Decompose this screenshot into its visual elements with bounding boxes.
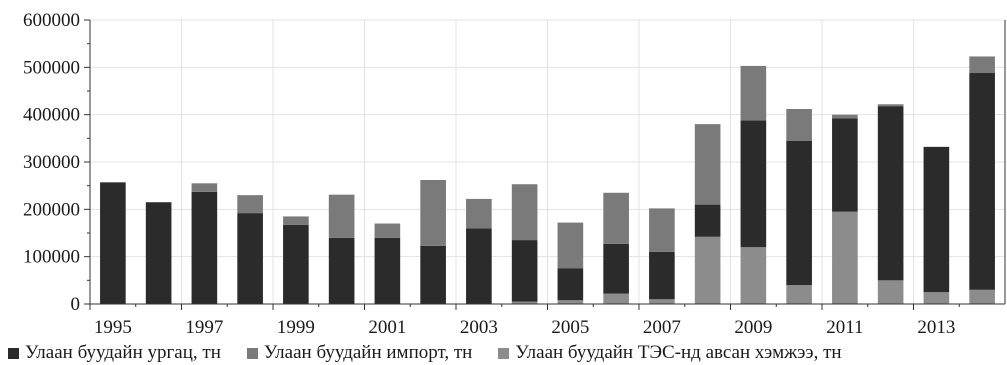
bar-segment-2000-s2: [328, 194, 355, 238]
bar-segment-2005-s0: [557, 300, 584, 304]
bar-segment-2014-s0: [969, 289, 995, 304]
bar-segment-1998-s2: [237, 195, 263, 214]
bar-segment-2004-s1: [511, 240, 538, 302]
bar-segment-2009-s1: [740, 120, 767, 248]
y-tick-label: 0: [71, 294, 81, 315]
bar-segment-2011-s1: [832, 118, 858, 212]
bar-segment-2008-s2: [694, 124, 721, 205]
y-tick-label: 200000: [23, 199, 80, 220]
bar-segment-2007-s0: [649, 299, 675, 304]
y-tick-label: 100000: [23, 247, 80, 268]
legend-swatch: [498, 347, 510, 359]
bar-segment-2003-s2: [466, 198, 492, 229]
x-tick-label: 2007: [643, 317, 681, 338]
legend-item: Улаан буудайн ургац, тн: [8, 342, 221, 364]
bar-segment-1995-s1: [100, 182, 126, 304]
bar-segment-1998-s1: [237, 213, 263, 304]
x-tick-label: 2005: [551, 317, 589, 338]
bar-segment-2006-s1: [603, 243, 629, 294]
x-tick-label: 2003: [460, 317, 498, 338]
legend-swatch: [8, 347, 19, 359]
axes: [84, 19, 1006, 310]
bar-segment-2012-s2: [877, 104, 904, 107]
bar-segment-2011-s0: [832, 211, 858, 304]
bar-segment-2004-s2: [511, 184, 538, 241]
bar-segment-2013-s0: [923, 292, 950, 304]
bar-segment-2010-s1: [786, 140, 812, 286]
bar-segment-2010-s0: [786, 285, 812, 304]
bar-segment-1996-s1: [145, 202, 172, 304]
bar-segment-2003-s1: [466, 228, 492, 304]
bar-segment-2007-s1: [649, 251, 675, 300]
x-tick-labels: 1995 1997 1999 2001 2003 2005 2007 2009 2011 2013: [94, 317, 956, 338]
bar-segment-2009-s2: [740, 65, 767, 121]
legend-label: Улаан буудайн ТЭС-нд авсан хэмжээ, тн: [515, 342, 842, 363]
bar-segment-1999-s1: [283, 224, 309, 304]
legend-swatch: [246, 347, 258, 359]
y-tick-label: 400000: [23, 105, 80, 126]
bar-segment-2001-s1: [374, 237, 401, 304]
y-tick-label: 600000: [23, 10, 80, 31]
bar-segment-2002-s1: [420, 245, 446, 304]
bar-segment-2008-s0: [694, 236, 721, 304]
bar-segment-2010-s2: [786, 108, 812, 141]
bar-segment-2005-s2: [557, 222, 584, 269]
bar-segment-2008-s1: [694, 204, 721, 237]
x-tick-label: 1999: [277, 317, 315, 338]
y-tick-labels: 0 100000 200000 300000 400000 500000 600000: [23, 10, 80, 315]
bar-segment-2006-s2: [603, 192, 629, 244]
bar-segment-1997-s1: [191, 191, 218, 304]
bar-segment-2012-s0: [877, 280, 904, 304]
x-tick-label: 2011: [826, 317, 863, 338]
bar-segment-1999-s2: [283, 216, 309, 225]
legend-item: Улаан буудайн ТЭС-нд авсан хэмжээ, тн: [498, 342, 842, 364]
bar-segment-2014-s2: [969, 56, 995, 74]
legend: Улаан буудайн ургац, тн Улаан буудайн имп…: [8, 341, 1007, 365]
stacked-bar-chart: 0 100000 200000 300000 400000 500000 600000 19…: [23, 10, 1006, 338]
x-tick-label: 1995: [94, 317, 132, 338]
bar-segment-2014-s1: [969, 73, 995, 290]
bar-segment-2009-s0: [740, 247, 767, 304]
bar-segment-2011-s2: [832, 114, 858, 119]
legend-label: Улаан буудайн ургац, тн: [25, 342, 221, 363]
bar-segment-2004-s0: [511, 301, 538, 304]
bar-segment-2000-s1: [328, 237, 355, 304]
y-tick-label: 500000: [23, 57, 80, 78]
y-tick-label: 300000: [23, 152, 80, 173]
bar-segment-2012-s1: [877, 106, 904, 281]
bar-segment-2002-s2: [420, 179, 446, 246]
x-tick-label: 2013: [917, 317, 955, 338]
bar-segment-2005-s1: [557, 268, 584, 301]
x-tick-label: 2009: [734, 317, 772, 338]
bar-segment-1997-s2: [191, 183, 218, 192]
bars: [100, 56, 995, 304]
bar-segment-2006-s0: [603, 293, 629, 304]
legend-label: Улаан буудайн импорт, тн: [263, 342, 473, 363]
legend-item: Улаан буудайн импорт, тн: [246, 342, 473, 364]
bar-segment-2001-s2: [374, 223, 401, 238]
x-tick-label: 1997: [185, 317, 223, 338]
bar-segment-2013-s1: [923, 146, 950, 293]
x-tick-label: 2001: [368, 317, 406, 338]
bar-segment-2007-s2: [649, 208, 675, 252]
gridlines: [90, 19, 1005, 304]
